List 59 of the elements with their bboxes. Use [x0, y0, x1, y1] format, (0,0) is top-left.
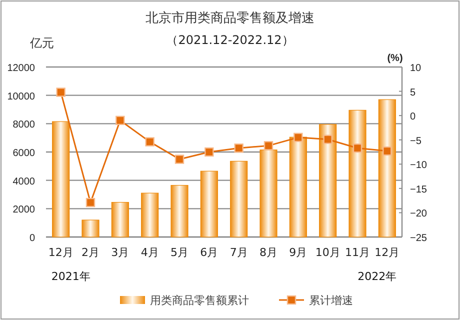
point — [264, 141, 274, 150]
y-tick-label: 4000 — [12, 176, 36, 188]
x-tick-label: 10月 — [315, 246, 340, 259]
y2-tick-label: −20 — [410, 208, 428, 220]
x-tick-label: 6月 — [200, 246, 218, 259]
y-axis-title: 亿元 — [29, 36, 54, 50]
point — [323, 134, 332, 144]
y2-tick-label: −10 — [410, 160, 428, 172]
point — [86, 198, 96, 208]
bar — [111, 202, 129, 238]
chart-title: 北京市用类商品零售额及增速 — [146, 11, 314, 26]
y2-tick-label: −5 — [410, 136, 422, 147]
bar — [82, 220, 100, 238]
legend-label: 累计增速 — [309, 294, 353, 307]
text: 2021年 — [51, 270, 90, 283]
point — [174, 154, 184, 164]
x-tick-label: 7月 — [230, 246, 248, 259]
legend-label: 用类商品零售额累计 — [150, 294, 249, 307]
bar — [200, 170, 218, 238]
x-tick-label: 2月 — [82, 246, 100, 259]
x-tick-label: 5月 — [170, 246, 188, 259]
bar — [260, 150, 278, 238]
point — [145, 137, 154, 146]
y-tick-label: 12000 — [7, 63, 36, 74]
bar — [319, 124, 337, 238]
x-tick-label: 4月 — [140, 246, 159, 259]
y2-tick-label: 10 — [410, 63, 422, 74]
point — [204, 147, 214, 157]
y2-tick-label: −25 — [410, 233, 428, 244]
point — [56, 88, 66, 97]
y-tick-label: 0 — [29, 233, 36, 244]
point — [352, 144, 362, 153]
x-tick-label: 12月 — [374, 246, 400, 259]
bar — [170, 184, 188, 238]
y-tick-label: 2000 — [12, 204, 36, 216]
bar — [141, 192, 159, 238]
bar — [289, 136, 307, 238]
y-tick-label: 8000 — [12, 120, 36, 131]
y-tick-label: 6000 — [12, 148, 36, 159]
y2-tick-label: 0 — [410, 112, 416, 123]
bar — [348, 110, 366, 238]
x-tick-label: 3月 — [111, 246, 130, 259]
point — [382, 146, 392, 156]
y-tick-label: 10000 — [7, 91, 36, 102]
bar — [52, 121, 70, 238]
point — [116, 116, 125, 126]
x-tick-label: 11月 — [345, 246, 370, 259]
text: 2022年 — [358, 270, 397, 283]
bar — [378, 99, 396, 238]
x-tick-label: 8月 — [260, 246, 278, 259]
y2-tick-label: −15 — [410, 184, 428, 196]
y2-axis-title: (%) — [387, 53, 403, 64]
point — [234, 144, 244, 153]
bar — [230, 160, 248, 238]
point — [294, 132, 303, 142]
x-tick-label: 12月 — [48, 246, 74, 259]
chart-subtitle: （2021.12-2022.12） — [166, 33, 294, 47]
y2-tick-label: 5 — [410, 87, 416, 98]
x-tick-label: 9月 — [289, 246, 308, 259]
